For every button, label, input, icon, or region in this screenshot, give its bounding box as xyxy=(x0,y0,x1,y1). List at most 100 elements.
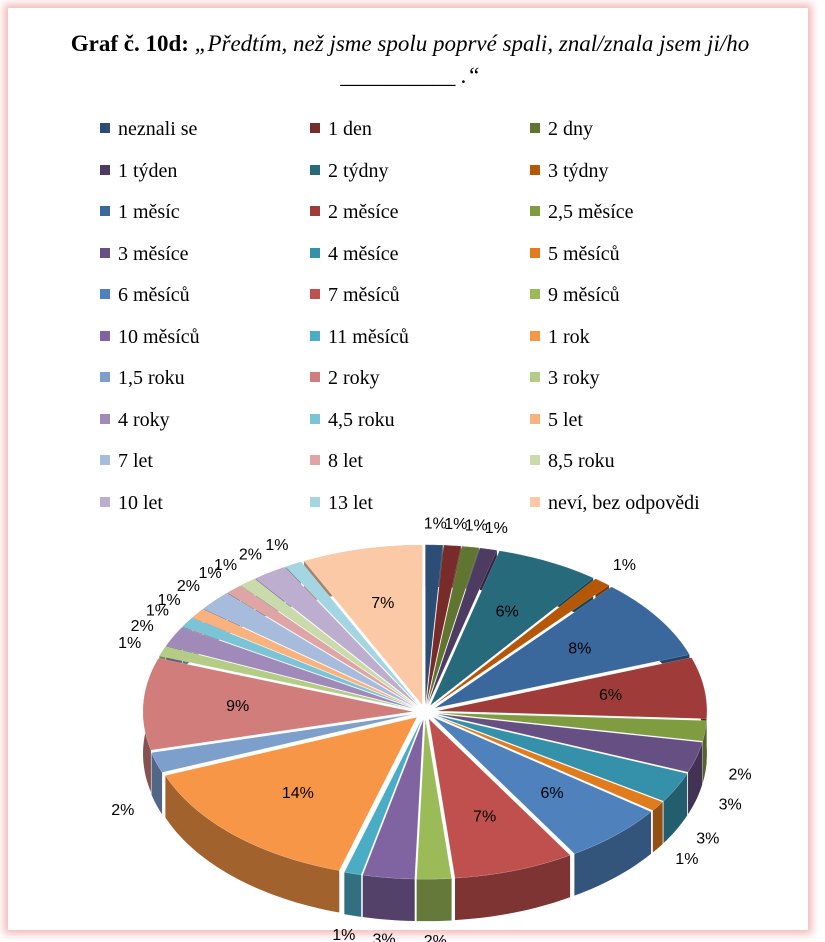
legend-item: 10 let xyxy=(100,492,163,515)
slice xyxy=(285,561,420,706)
legend-label: 1 den xyxy=(328,118,372,140)
legend-label: 7 měsíců xyxy=(328,284,400,306)
legend-label: neznali se xyxy=(118,118,198,140)
legend-item: 1 měsíc xyxy=(100,201,180,224)
legend-label: 8,5 roku xyxy=(548,450,615,472)
subtitle: „Předtím, než jsme spolu poprvé spali, z… xyxy=(194,31,750,88)
slice-side xyxy=(362,875,415,922)
legend-item: 6 měsíců xyxy=(100,284,190,307)
legend-label: 2,5 měsíce xyxy=(548,201,634,223)
legend-label: 2 roky xyxy=(328,367,380,389)
legend-item: 7 let xyxy=(100,450,153,473)
slice-side xyxy=(574,811,652,896)
legend-label: 10 měsíců xyxy=(118,325,200,348)
data-label: 1% xyxy=(198,565,221,582)
legend-swatch xyxy=(530,455,540,465)
data-label: 1% xyxy=(146,602,169,619)
legend-item: 1,5 roku xyxy=(100,367,185,390)
legend-item: 7 měsíců xyxy=(310,284,400,307)
data-label: 2% xyxy=(239,546,262,563)
data-label: 1% xyxy=(265,537,288,554)
slice xyxy=(227,585,418,707)
legend-swatch xyxy=(530,413,540,424)
legend-label: 4,5 roku xyxy=(328,408,395,431)
slice xyxy=(428,718,571,879)
legend-swatch xyxy=(310,164,320,175)
slice xyxy=(425,544,444,705)
data-label: 2% xyxy=(177,578,200,595)
legend-label: 3 měsíce xyxy=(118,242,189,265)
legend-item: 2 dny xyxy=(530,118,593,141)
legend-swatch xyxy=(100,247,110,258)
legend-item: 10 měsíců xyxy=(100,326,200,349)
legend-swatch xyxy=(310,455,320,465)
legend-label: 11 měsíců xyxy=(328,325,409,348)
legend-item: 2 měsíce xyxy=(310,201,399,224)
legend-item: 3 týdny xyxy=(530,160,609,183)
legend-item: 1 den xyxy=(310,118,372,141)
legend-item: 13 let xyxy=(310,492,373,515)
slice-side xyxy=(165,775,340,913)
legend-swatch xyxy=(100,413,110,424)
legend-swatch xyxy=(530,247,540,258)
slice xyxy=(427,547,498,706)
legend-label: 8 let xyxy=(328,450,363,472)
slice-side xyxy=(344,872,362,917)
legend-item: 5 měsíců xyxy=(530,243,620,266)
slice xyxy=(426,545,480,705)
data-label: 3% xyxy=(372,932,395,942)
slice xyxy=(362,719,424,880)
slice xyxy=(191,608,416,708)
legend-swatch xyxy=(100,496,110,507)
slice xyxy=(165,626,415,709)
data-label: 1% xyxy=(214,557,237,574)
legend-swatch xyxy=(310,289,320,299)
legend-item: 4,5 roku xyxy=(310,409,395,432)
slice-side xyxy=(652,801,663,853)
data-label: 1% xyxy=(675,851,698,868)
slice xyxy=(434,586,690,709)
data-label: 3% xyxy=(696,830,719,847)
legend-label: 13 let xyxy=(328,491,373,514)
slice xyxy=(164,716,418,871)
slice xyxy=(436,713,703,773)
legend-label: 3 roky xyxy=(548,367,600,389)
legend-label: 2 měsíce xyxy=(328,201,399,223)
data-label: 3% xyxy=(719,796,742,813)
slice xyxy=(434,715,664,811)
slice xyxy=(303,544,423,706)
slice-side xyxy=(416,878,452,922)
legend-item: neznali se xyxy=(100,118,197,141)
data-label: 6% xyxy=(541,785,564,802)
slice-side xyxy=(663,773,688,844)
slice xyxy=(425,544,462,705)
legend-item: 3 měsíce xyxy=(100,243,189,266)
slice xyxy=(436,657,708,719)
title: Graf č. 10d: xyxy=(70,31,189,56)
legend-label: 10 let xyxy=(118,491,163,514)
slice xyxy=(142,658,414,751)
data-label: 8% xyxy=(568,641,591,658)
data-label: 2% xyxy=(424,933,447,942)
data-label: 1% xyxy=(332,927,355,942)
legend-swatch xyxy=(530,496,540,507)
legend-label: 5 let xyxy=(548,408,583,431)
legend-swatch xyxy=(100,372,110,382)
slice-side xyxy=(688,742,703,815)
legend-swatch xyxy=(100,289,110,299)
legend-item: neví, bez odpovědi xyxy=(530,492,700,515)
data-label: 9% xyxy=(226,698,249,715)
data-label: 2% xyxy=(131,618,154,635)
data-label: 2% xyxy=(111,802,134,819)
legend-label: 3 týdny xyxy=(548,159,609,182)
legend-item: 8,5 roku xyxy=(530,450,615,473)
data-label: 2% xyxy=(729,766,752,783)
slice xyxy=(202,592,417,708)
data-label: 6% xyxy=(599,687,622,704)
legend-swatch xyxy=(100,123,110,133)
slice xyxy=(343,718,423,876)
data-label: 1% xyxy=(444,516,467,533)
legend-swatch xyxy=(310,496,320,507)
slice-side xyxy=(702,720,707,784)
